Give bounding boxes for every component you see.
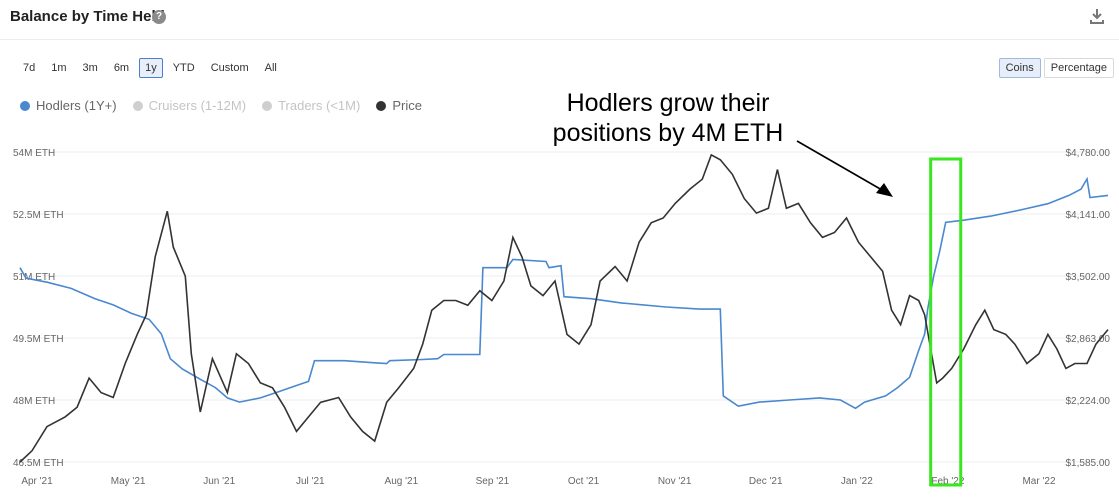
legend-price[interactable]: Price: [376, 98, 422, 113]
range-6m-button[interactable]: 6m: [107, 58, 136, 78]
download-icon[interactable]: [1089, 8, 1105, 24]
coins-button[interactable]: Coins: [998, 58, 1041, 78]
hodlers-series-line: [19, 176, 1109, 410]
x-tick-label: Dec '21: [749, 476, 783, 487]
grid-lines: [20, 151, 1108, 463]
range-3m-button[interactable]: 3m: [76, 58, 104, 78]
x-tick-label: Jun '21: [203, 476, 235, 487]
range-7d-button[interactable]: 7d: [17, 58, 42, 78]
legend-cruisers-label: Cruisers (1-12M): [148, 98, 247, 113]
header-divider: [0, 39, 1119, 40]
y-right-tick-label: $2,863.00: [1066, 334, 1111, 345]
y-left-tick-label: 48M ETH: [13, 396, 55, 407]
x-tick-label: Nov '21: [658, 476, 692, 487]
range-1m-button[interactable]: 1m: [45, 58, 73, 78]
x-tick-label: Jul '21: [296, 476, 325, 487]
legend-price-dot: [376, 100, 387, 111]
range-all-button[interactable]: All: [258, 58, 283, 78]
x-tick-label: Mar '22: [1022, 476, 1055, 487]
y-left-tick-label: 46.5M ETH: [13, 458, 64, 469]
y-left-tick-label: 54M ETH: [13, 148, 55, 159]
x-tick-label: Sep '21: [476, 476, 510, 487]
price-series-line: [19, 153, 1109, 463]
range-custom-button[interactable]: Custom: [204, 58, 255, 78]
percentage-button[interactable]: Percentage: [1043, 58, 1114, 78]
legend-traders[interactable]: Traders (<1M): [262, 98, 360, 113]
legend-hodlers-label: Hodlers (1Y+): [36, 98, 117, 113]
legend-traders-dot: [262, 100, 273, 111]
y-left-tick-label: 52.5M ETH: [13, 210, 64, 221]
highlight-box: [929, 157, 963, 487]
legend-traders-label: Traders (<1M): [278, 98, 361, 113]
x-tick-label: Oct '21: [568, 476, 600, 487]
x-tick-label: Feb '22: [931, 476, 964, 487]
legend-hodlers-dot: [20, 100, 30, 111]
y-axis-right-labels: $4,780.00 $4,141.00 $3,502.00 $2,863.00 $2,2…: [1066, 148, 1111, 469]
annotation-arrow: [796, 140, 893, 197]
legend-price-label: Price: [392, 98, 422, 113]
annotation-text: Hodlers grow their positions by 4M ETH: [540, 88, 796, 148]
range-1y-button[interactable]: 1y: [139, 58, 163, 78]
x-tick-label: Aug '21: [385, 476, 419, 487]
x-tick-label: Apr '21: [21, 476, 53, 487]
mode-toggle: Coins Percentage: [998, 58, 1114, 78]
y-left-tick-label: 51M ETH: [13, 272, 55, 283]
y-axis-left-labels: 54M ETH 52.5M ETH 51M ETH 49.5M ETH 48M ETH 4…: [13, 148, 64, 469]
y-right-tick-label: $2,224.00: [1066, 396, 1111, 407]
legend-cruisers-dot: [132, 100, 143, 111]
legend-cruisers[interactable]: Cruisers (1-12M): [132, 98, 247, 113]
x-axis-labels: Apr '21 May '21 Jun '21 Jul '21 Aug '21 Sep '…: [21, 476, 1056, 487]
annotation-line-1: Hodlers grow their: [566, 89, 770, 117]
range-ytd-button[interactable]: YTD: [166, 58, 201, 78]
question-circle-icon[interactable]: ?: [152, 10, 166, 24]
y-left-tick-label: 49.5M ETH: [13, 334, 64, 345]
y-right-tick-label: $4,780.00: [1066, 148, 1111, 159]
chart-legend: Hodlers (1Y+) Cruisers (1-12M) Traders (…: [20, 98, 422, 113]
page-title: Balance by Time Held: [10, 8, 165, 25]
y-right-tick-label: $4,141.00: [1066, 210, 1111, 221]
y-right-tick-label: $1,585.00: [1066, 458, 1111, 469]
x-tick-label: May '21: [111, 476, 146, 487]
y-right-tick-label: $3,502.00: [1066, 272, 1111, 283]
range-selector: 7d 1m 3m 6m 1y YTD Custom All: [17, 58, 283, 78]
x-tick-label: Jan '22: [841, 476, 873, 487]
annotation-line-2: positions by 4M ETH: [552, 119, 784, 147]
legend-hodlers[interactable]: Hodlers (1Y+): [20, 98, 117, 113]
